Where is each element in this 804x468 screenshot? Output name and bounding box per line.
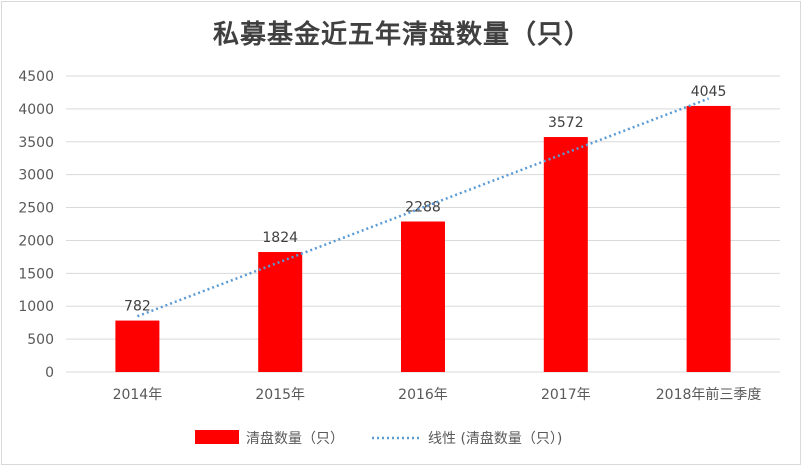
data-label: 4045 <box>691 84 727 100</box>
x-tick-label: 2017年 <box>541 387 591 403</box>
data-label: 1824 <box>262 230 298 246</box>
bar <box>543 137 588 372</box>
x-tick-label: 2015年 <box>255 387 305 403</box>
data-label: 782 <box>124 299 151 315</box>
y-tick-label: 4500 <box>18 69 54 85</box>
bar <box>115 320 160 372</box>
bar <box>686 105 731 372</box>
bar <box>258 252 303 372</box>
data-label: 3572 <box>548 115 584 131</box>
y-tick-label: 4000 <box>18 102 54 118</box>
legend-swatch-bars <box>195 430 239 444</box>
x-tick-label: 2018年前三季度 <box>656 386 762 403</box>
y-tick-label: 3000 <box>18 168 54 184</box>
y-tick-label: 2000 <box>18 233 54 249</box>
legend-label-bars: 清盘数量（只） <box>246 430 344 447</box>
y-tick-label: 1000 <box>18 299 54 315</box>
y-tick-label: 500 <box>27 332 54 348</box>
legend-label-trendline: 线性 (清盘数量（只）) <box>428 430 562 447</box>
bar <box>401 221 445 372</box>
x-tick-label: 2016年 <box>398 387 448 403</box>
y-tick-label: 2500 <box>18 201 54 217</box>
y-tick-label: 0 <box>45 365 54 381</box>
chart-title: 私募基金近五年清盘数量（只） <box>212 20 591 50</box>
y-tick-label: 1500 <box>18 266 54 282</box>
x-tick-label: 2014年 <box>113 387 163 403</box>
y-tick-label: 3500 <box>18 135 54 151</box>
trendline <box>136 97 710 318</box>
